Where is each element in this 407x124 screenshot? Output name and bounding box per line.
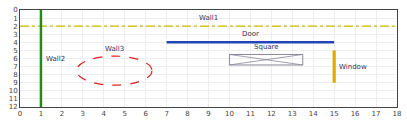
svg-text:5: 5 xyxy=(122,110,126,118)
svg-text:8: 8 xyxy=(13,71,17,79)
svg-text:7: 7 xyxy=(164,110,168,118)
svg-text:7: 7 xyxy=(13,63,17,71)
svg-text:12: 12 xyxy=(9,103,18,111)
svg-text:11: 11 xyxy=(246,110,255,118)
svg-text:10: 10 xyxy=(225,110,234,118)
svg-text:4: 4 xyxy=(102,110,107,118)
svg-text:17: 17 xyxy=(372,110,381,118)
svg-text:8: 8 xyxy=(185,110,189,118)
svg-text:Square: Square xyxy=(254,43,279,51)
svg-text:16: 16 xyxy=(351,110,360,118)
svg-text:6: 6 xyxy=(13,55,18,63)
svg-text:9: 9 xyxy=(206,110,210,118)
svg-text:1: 1 xyxy=(39,110,43,118)
svg-text:3: 3 xyxy=(13,31,17,39)
svg-text:18: 18 xyxy=(393,110,402,118)
svg-text:15: 15 xyxy=(330,110,339,118)
svg-text:11: 11 xyxy=(9,95,18,103)
svg-text:2: 2 xyxy=(13,23,17,31)
svg-text:Window: Window xyxy=(339,63,367,71)
svg-text:2: 2 xyxy=(60,110,64,118)
svg-text:9: 9 xyxy=(13,79,17,87)
svg-text:10: 10 xyxy=(9,87,18,95)
svg-text:5: 5 xyxy=(13,47,17,55)
svg-text:0: 0 xyxy=(18,110,22,118)
svg-text:4: 4 xyxy=(13,39,18,47)
svg-text:12: 12 xyxy=(267,110,276,118)
svg-text:0: 0 xyxy=(13,6,17,14)
svg-text:Wall2: Wall2 xyxy=(46,55,65,63)
svg-text:Wall3: Wall3 xyxy=(105,45,124,53)
svg-text:Door: Door xyxy=(242,30,259,38)
svg-text:Wall1: Wall1 xyxy=(199,14,218,22)
svg-text:6: 6 xyxy=(143,110,148,118)
svg-text:3: 3 xyxy=(81,110,85,118)
svg-text:13: 13 xyxy=(288,110,297,118)
svg-text:14: 14 xyxy=(309,110,318,118)
svg-text:1: 1 xyxy=(13,15,17,23)
